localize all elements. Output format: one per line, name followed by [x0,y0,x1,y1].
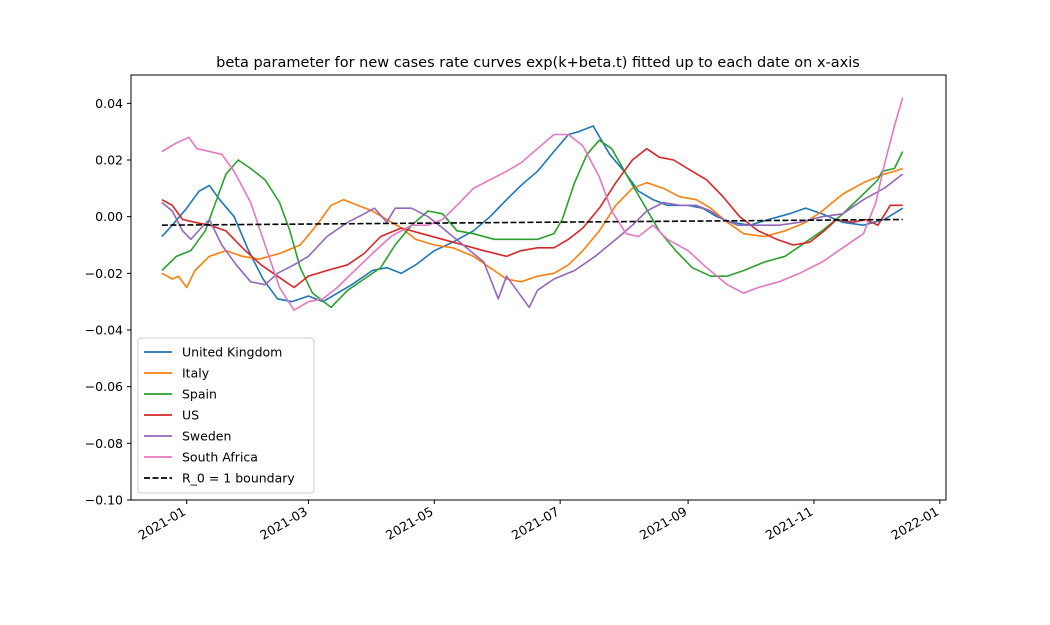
legend-label: Italy [182,366,210,381]
legend-label: Spain [182,387,217,402]
legend-label: R_0 = 1 boundary [182,471,295,486]
legend-box [137,337,315,494]
x-tick-label: 2021-05 [383,504,436,543]
x-tick-label: 2021-09 [637,504,690,543]
legend-label: US [182,408,199,423]
legend-label: Sweden [182,429,231,444]
x-axis: 2021-01 2021-03 2021-05 2021-07 2021-09 2021-… [135,500,941,543]
series-line-4 [161,173,904,309]
plot-frame [130,74,947,501]
x-tick-label: 2021-07 [509,504,562,543]
plot-lines [161,97,904,311]
y-tick-label: 0.00 [95,209,123,224]
y-tick-label: 0.02 [95,153,123,168]
y-tick-label: −0.06 [85,379,123,394]
y-tick-label: −0.02 [85,266,123,281]
y-axis: 0.04 0.02 0.00 −0.02 −0.04 −0.06 −0.08 −0.10 [85,96,131,508]
x-tick-label: 2021-11 [763,504,816,543]
series-line-2 [161,139,904,309]
legend-label: United Kingdom [182,345,282,360]
chart-title: beta parameter for new cases rate curves… [216,55,860,71]
series-line-3 [161,147,903,289]
y-tick-label: −0.08 [85,436,123,451]
y-tick-label: −0.10 [85,493,123,508]
y-tick-label: 0.04 [95,96,123,111]
series-line-5 [161,97,904,311]
x-tick-label: 2022-01 [889,504,942,543]
legend: United Kingdom Italy Spain US Sweden South Af… [137,337,315,494]
y-tick-label: −0.04 [85,323,123,338]
x-tick-label: 2021-03 [257,504,310,543]
series-line-6 [161,218,903,226]
series-line-0 [161,125,904,303]
legend-label: South Africa [182,450,258,465]
x-tick-label: 2021-01 [135,504,188,543]
